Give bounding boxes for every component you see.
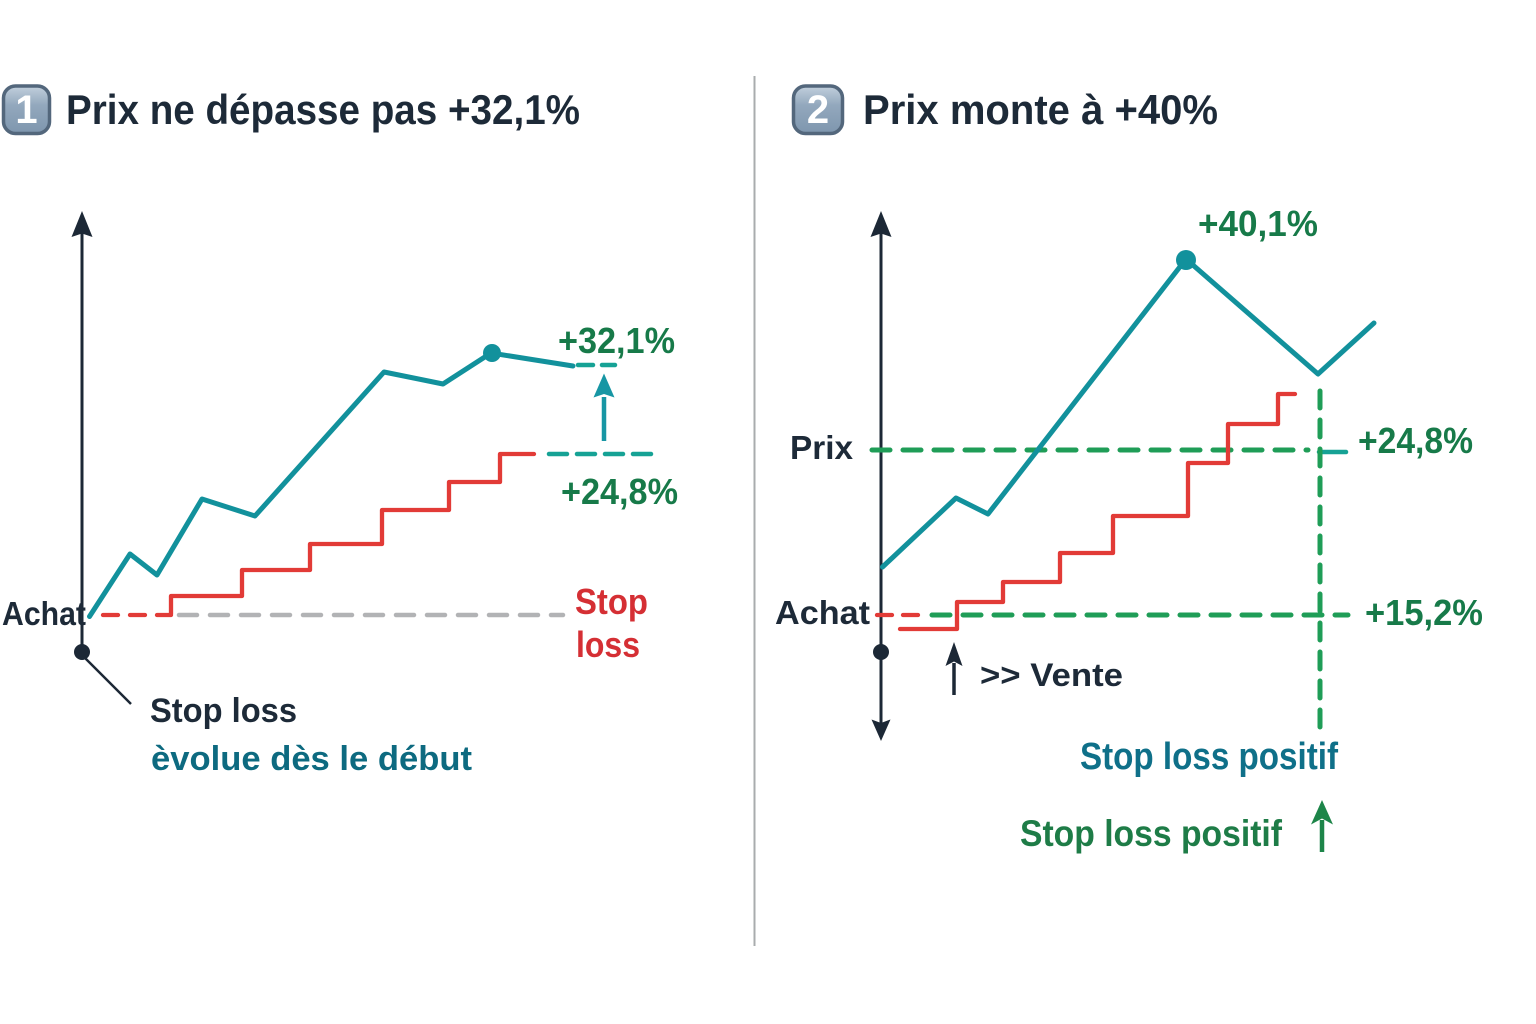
svg-text:Achat: Achat: [775, 594, 870, 631]
svg-text:+15,2%: +15,2%: [1365, 592, 1483, 633]
svg-text:Stop loss positif: Stop loss positif: [1080, 736, 1338, 778]
svg-text:Achat: Achat: [2, 595, 86, 632]
svg-text:èvolue dès le début: èvolue dès le début: [151, 740, 472, 778]
svg-text:Stop loss positif: Stop loss positif: [1020, 813, 1283, 854]
svg-text:1: 1: [15, 88, 37, 132]
svg-text:Prix monte à +40%: Prix monte à +40%: [863, 86, 1218, 133]
svg-text:+32,1%: +32,1%: [558, 320, 675, 361]
svg-text:+24,8%: +24,8%: [1358, 420, 1473, 461]
svg-text:Stop loss: Stop loss: [150, 692, 297, 730]
svg-text:Prix ne dépasse pas +32,1%: Prix ne dépasse pas +32,1%: [66, 86, 580, 133]
svg-text:+40,1%: +40,1%: [1198, 203, 1318, 244]
svg-text:Prix: Prix: [790, 429, 854, 466]
svg-text:+24,8%: +24,8%: [561, 471, 678, 512]
svg-text:2: 2: [807, 88, 829, 132]
svg-text:>> Vente: >> Vente: [980, 657, 1123, 693]
svg-text:loss: loss: [576, 624, 640, 665]
svg-text:Stop: Stop: [575, 581, 648, 622]
